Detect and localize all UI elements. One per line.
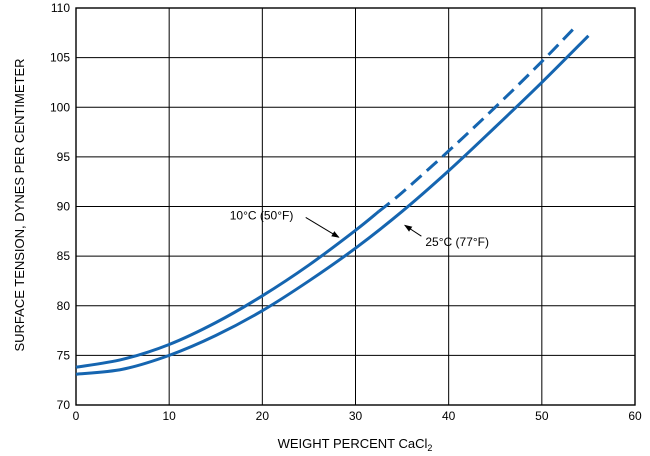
x-tick-label: 50: [535, 409, 549, 423]
annotation-label: 10°C (50°F): [230, 208, 294, 222]
tick-labels: 0 10 20 30 40 50 60 70 75 80 85 90 95 100 105 110: [50, 1, 642, 423]
annotation-arrow: [404, 224, 422, 237]
x-axis-label: WEIGHT PERCENT CaCl2: [278, 436, 433, 453]
y-tick-label: 100: [50, 100, 70, 114]
x-tick-label: 60: [628, 409, 642, 423]
y-tick-label: 80: [57, 299, 71, 313]
y-tick-label: 85: [57, 249, 71, 263]
annotations: 10°C (50°F) 25°C (77°F): [230, 208, 489, 249]
series-line-0: [75, 210, 380, 369]
x-tick-label: 40: [442, 409, 456, 423]
y-tick-label: 105: [50, 51, 70, 65]
x-tick-label: 20: [256, 409, 270, 423]
y-tick-label: 95: [57, 150, 71, 164]
annotation-arrow: [305, 216, 340, 238]
series-line-2: [75, 34, 590, 376]
x-tick-label: 0: [73, 409, 80, 423]
series-group: [75, 26, 590, 376]
y-tick-label: 70: [57, 398, 71, 412]
series-line-1: [377, 26, 576, 213]
annotation-label: 25°C (77°F): [425, 235, 489, 249]
y-tick-label: 90: [57, 200, 71, 214]
grid: [75, 7, 636, 406]
y-tick-label: 75: [57, 348, 71, 362]
y-tick-label: 110: [51, 1, 70, 15]
y-axis-label: SURFACE TENSION, DYNES PER CENTIMETER: [12, 58, 27, 351]
x-tick-label: 30: [349, 409, 363, 423]
x-axis-label-subscript: 2: [427, 443, 432, 453]
x-tick-label: 10: [162, 409, 176, 423]
plot-frame: [75, 7, 636, 406]
x-axis-label-main: WEIGHT PERCENT CaCl: [278, 436, 428, 451]
